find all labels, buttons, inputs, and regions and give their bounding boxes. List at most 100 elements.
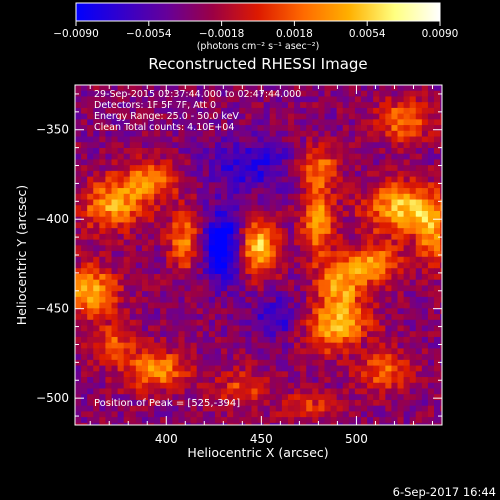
heatmap-cell — [360, 153, 368, 161]
heatmap-cell — [421, 199, 429, 206]
heatmap-cell — [214, 142, 222, 149]
heatmap-cell — [214, 119, 222, 126]
heatmap-cell — [172, 314, 180, 321]
heatmap-cell — [269, 273, 277, 281]
heatmap-cell — [306, 165, 313, 172]
heatmap-cell — [93, 359, 100, 367]
heatmap-cell — [196, 382, 204, 390]
heatmap-cell — [373, 302, 380, 309]
heatmap-cell — [239, 119, 246, 126]
heatmap-cell — [306, 399, 313, 407]
heatmap-cell — [87, 239, 94, 246]
heatmap-cell — [354, 159, 362, 166]
heatmap-cell — [446, 91, 453, 97]
heatmap-cell — [154, 273, 161, 281]
heatmap-cell — [391, 222, 399, 229]
heatmap-cell — [251, 359, 259, 367]
heatmap-cell — [117, 377, 125, 384]
heatmap-cell — [269, 279, 277, 287]
heatmap-cell — [111, 216, 119, 224]
heatmap-cell — [434, 90, 441, 98]
heatmap-cell — [354, 119, 362, 126]
heatmap-cell — [446, 194, 453, 200]
heatmap-cell — [257, 159, 265, 166]
heatmap-cell — [373, 411, 380, 418]
axis-ticks: 400 450 500−350−400−450−500 — [36, 85, 442, 446]
heatmap-cell — [233, 222, 240, 229]
heatmap-cell — [324, 107, 332, 115]
heatmap-cell — [202, 268, 210, 275]
heatmap-cell — [111, 285, 119, 292]
heatmap-cell — [397, 239, 405, 246]
heatmap-cell — [415, 193, 423, 201]
heatmap-cell — [306, 136, 313, 143]
heatmap-cell — [75, 96, 82, 103]
heatmap-cell — [312, 417, 319, 424]
heatmap-cell — [135, 147, 143, 155]
heatmap-cell — [336, 262, 344, 269]
heatmap-cell — [263, 159, 271, 166]
heatmap-cell — [385, 394, 393, 401]
heatmap-cell — [397, 222, 405, 229]
heatmap-cell — [397, 371, 405, 378]
heatmap-cell — [172, 371, 180, 378]
heatmap-cell — [245, 159, 253, 166]
heatmap-cell — [440, 102, 442, 109]
heatmap-cell — [287, 302, 295, 309]
heatmap-cell — [318, 273, 326, 281]
heatmap-cell — [111, 193, 119, 201]
heatmap-cell — [318, 429, 325, 435]
heatmap-cell — [227, 354, 234, 361]
heatmap-cell — [111, 279, 119, 287]
heatmap-cell — [191, 429, 198, 435]
heatmap-cell — [251, 262, 259, 269]
heatmap-cell — [239, 336, 246, 344]
heatmap-cell — [415, 285, 423, 292]
heatmap-cell — [403, 205, 411, 212]
heatmap-cell — [403, 371, 411, 378]
heatmap-cell — [154, 90, 161, 98]
heatmap-cell — [87, 245, 94, 252]
heatmap-cell — [135, 245, 143, 252]
heatmap-cell — [111, 159, 119, 166]
heatmap-cell — [360, 130, 368, 138]
heatmap-cell — [160, 90, 167, 98]
heatmap-cell — [75, 273, 82, 281]
heatmap-cell — [342, 102, 350, 109]
heatmap-cell — [148, 365, 155, 372]
heatmap-cell — [111, 422, 119, 425]
heatmap-cell — [208, 417, 216, 424]
heatmap-cell — [105, 348, 113, 355]
heatmap-cell — [99, 336, 107, 344]
heatmap-cell — [275, 205, 283, 212]
heatmap-cell — [196, 222, 204, 229]
heatmap-cell — [342, 331, 350, 338]
heatmap-cell — [239, 245, 246, 252]
heatmap-cell — [263, 342, 271, 350]
heatmap-cell — [348, 147, 356, 155]
heatmap-cell — [233, 342, 240, 350]
heatmap-cell — [81, 422, 88, 425]
heatmap-cell — [166, 256, 173, 264]
heatmap-cell — [81, 130, 88, 138]
heatmap-cell — [202, 176, 210, 183]
heatmap-cell — [409, 245, 417, 252]
heatmap-cell — [354, 371, 362, 378]
heatmap-cell — [421, 342, 429, 350]
heatmap-cell — [117, 279, 125, 287]
heatmap-cell — [81, 314, 88, 321]
heatmap-cell — [281, 216, 289, 224]
heatmap-cell — [354, 354, 362, 361]
heatmap-cell — [214, 308, 222, 315]
heatmap-cell — [275, 285, 283, 292]
heatmap-cell — [434, 96, 441, 103]
heatmap-cell — [227, 302, 234, 309]
heatmap-cell — [269, 136, 277, 143]
heatmap-cell — [111, 136, 119, 143]
heatmap-cell — [233, 399, 240, 407]
heatmap-cell — [111, 85, 119, 92]
heatmap-cell — [160, 296, 167, 304]
heatmap-cell — [373, 188, 380, 195]
heatmap-cell — [105, 239, 113, 246]
heatmap-cell — [178, 348, 186, 355]
